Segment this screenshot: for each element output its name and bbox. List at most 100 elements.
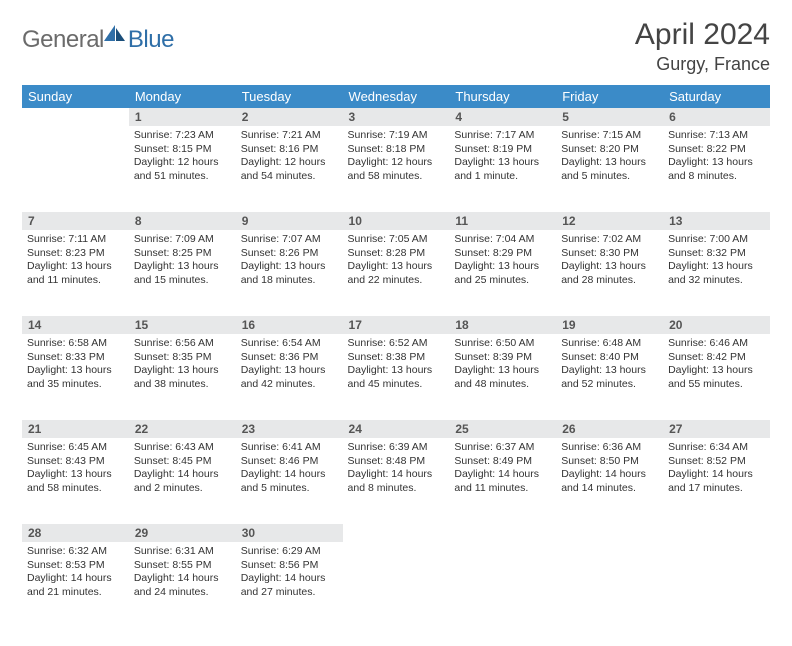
- day-number-cell: 23: [236, 420, 343, 438]
- day-details: Sunrise: 6:50 AMSunset: 8:39 PMDaylight:…: [449, 334, 556, 396]
- sunset-text: Sunset: 8:53 PM: [27, 559, 124, 573]
- empty-cell: [22, 126, 129, 212]
- day-details: Sunrise: 6:54 AMSunset: 8:36 PMDaylight:…: [236, 334, 343, 396]
- daylight-text: Daylight: 13 hours and 48 minutes.: [454, 364, 551, 391]
- day-number-cell: 13: [663, 212, 770, 230]
- day-number-cell: 20: [663, 316, 770, 334]
- day-cell: Sunrise: 6:37 AMSunset: 8:49 PMDaylight:…: [449, 438, 556, 524]
- daylight-text: Daylight: 13 hours and 1 minute.: [454, 156, 551, 183]
- day-details: Sunrise: 6:48 AMSunset: 8:40 PMDaylight:…: [556, 334, 663, 396]
- day-cell: Sunrise: 6:34 AMSunset: 8:52 PMDaylight:…: [663, 438, 770, 524]
- day-details: Sunrise: 7:17 AMSunset: 8:19 PMDaylight:…: [449, 126, 556, 188]
- day-number: 20: [663, 316, 770, 334]
- day-number-cell: 12: [556, 212, 663, 230]
- sunset-text: Sunset: 8:26 PM: [241, 247, 338, 261]
- day-number-cell: 7: [22, 212, 129, 230]
- sunrise-text: Sunrise: 7:09 AM: [134, 233, 231, 247]
- empty-cell: [449, 524, 556, 542]
- calendar-page: General Blue April 2024 Gurgy, France Su…: [0, 0, 792, 646]
- day-cell: Sunrise: 6:56 AMSunset: 8:35 PMDaylight:…: [129, 334, 236, 420]
- empty-cell: [663, 542, 770, 628]
- day-number: 25: [449, 420, 556, 438]
- day-details: Sunrise: 6:41 AMSunset: 8:46 PMDaylight:…: [236, 438, 343, 500]
- sunrise-text: Sunrise: 6:52 AM: [348, 337, 445, 351]
- day-cell: Sunrise: 7:13 AMSunset: 8:22 PMDaylight:…: [663, 126, 770, 212]
- day-details: Sunrise: 6:32 AMSunset: 8:53 PMDaylight:…: [22, 542, 129, 604]
- empty-cell: [22, 108, 129, 126]
- day-number: 13: [663, 212, 770, 230]
- day-cell: Sunrise: 7:15 AMSunset: 8:20 PMDaylight:…: [556, 126, 663, 212]
- day-number-cell: 16: [236, 316, 343, 334]
- sunrise-text: Sunrise: 6:32 AM: [27, 545, 124, 559]
- sunrise-text: Sunrise: 6:39 AM: [348, 441, 445, 455]
- day-details: Sunrise: 7:11 AMSunset: 8:23 PMDaylight:…: [22, 230, 129, 292]
- day-number-cell: 24: [343, 420, 450, 438]
- sunrise-text: Sunrise: 6:50 AM: [454, 337, 551, 351]
- sunset-text: Sunset: 8:19 PM: [454, 143, 551, 157]
- day-number: 29: [129, 524, 236, 542]
- day-details: Sunrise: 6:46 AMSunset: 8:42 PMDaylight:…: [663, 334, 770, 396]
- day-number-cell: 8: [129, 212, 236, 230]
- empty-cell: [663, 524, 770, 542]
- empty-cell: [556, 524, 663, 542]
- day-number-cell: 10: [343, 212, 450, 230]
- sunset-text: Sunset: 8:29 PM: [454, 247, 551, 261]
- daylight-text: Daylight: 13 hours and 42 minutes.: [241, 364, 338, 391]
- sunset-text: Sunset: 8:46 PM: [241, 455, 338, 469]
- day-number: 1: [129, 108, 236, 126]
- day-number-cell: 3: [343, 108, 450, 126]
- daylight-text: Daylight: 12 hours and 58 minutes.: [348, 156, 445, 183]
- sunset-text: Sunset: 8:18 PM: [348, 143, 445, 157]
- title-block: April 2024 Gurgy, France: [635, 18, 770, 75]
- sunset-text: Sunset: 8:42 PM: [668, 351, 765, 365]
- sunset-text: Sunset: 8:39 PM: [454, 351, 551, 365]
- daylight-text: Daylight: 13 hours and 22 minutes.: [348, 260, 445, 287]
- day-details: Sunrise: 6:45 AMSunset: 8:43 PMDaylight:…: [22, 438, 129, 500]
- sunset-text: Sunset: 8:25 PM: [134, 247, 231, 261]
- sunrise-text: Sunrise: 6:36 AM: [561, 441, 658, 455]
- sunrise-text: Sunrise: 7:02 AM: [561, 233, 658, 247]
- day-number-cell: 19: [556, 316, 663, 334]
- day-number-cell: 18: [449, 316, 556, 334]
- day-details: Sunrise: 7:00 AMSunset: 8:32 PMDaylight:…: [663, 230, 770, 292]
- daylight-text: Daylight: 14 hours and 11 minutes.: [454, 468, 551, 495]
- sunrise-text: Sunrise: 6:56 AM: [134, 337, 231, 351]
- sunset-text: Sunset: 8:40 PM: [561, 351, 658, 365]
- daylight-text: Daylight: 14 hours and 2 minutes.: [134, 468, 231, 495]
- day-number: 8: [129, 212, 236, 230]
- day-details: Sunrise: 6:34 AMSunset: 8:52 PMDaylight:…: [663, 438, 770, 500]
- daylight-text: Daylight: 14 hours and 24 minutes.: [134, 572, 231, 599]
- day-number: 21: [22, 420, 129, 438]
- sunset-text: Sunset: 8:22 PM: [668, 143, 765, 157]
- day-cell: Sunrise: 6:29 AMSunset: 8:56 PMDaylight:…: [236, 542, 343, 628]
- day-number-cell: 14: [22, 316, 129, 334]
- sunrise-text: Sunrise: 7:23 AM: [134, 129, 231, 143]
- sunrise-text: Sunrise: 6:45 AM: [27, 441, 124, 455]
- daylight-text: Daylight: 13 hours and 8 minutes.: [668, 156, 765, 183]
- day-details: Sunrise: 6:56 AMSunset: 8:35 PMDaylight:…: [129, 334, 236, 396]
- daylight-text: Daylight: 13 hours and 38 minutes.: [134, 364, 231, 391]
- daylight-text: Daylight: 14 hours and 21 minutes.: [27, 572, 124, 599]
- sunrise-text: Sunrise: 7:07 AM: [241, 233, 338, 247]
- day-details: Sunrise: 7:13 AMSunset: 8:22 PMDaylight:…: [663, 126, 770, 188]
- day-details: Sunrise: 6:29 AMSunset: 8:56 PMDaylight:…: [236, 542, 343, 604]
- logo-text-blue: Blue: [128, 26, 174, 54]
- day-details: Sunrise: 7:02 AMSunset: 8:30 PMDaylight:…: [556, 230, 663, 292]
- day-number: 27: [663, 420, 770, 438]
- day-number: 28: [22, 524, 129, 542]
- day-cell: Sunrise: 6:52 AMSunset: 8:38 PMDaylight:…: [343, 334, 450, 420]
- day-details: Sunrise: 6:43 AMSunset: 8:45 PMDaylight:…: [129, 438, 236, 500]
- daylight-text: Daylight: 14 hours and 27 minutes.: [241, 572, 338, 599]
- day-cell: Sunrise: 7:09 AMSunset: 8:25 PMDaylight:…: [129, 230, 236, 316]
- sunset-text: Sunset: 8:36 PM: [241, 351, 338, 365]
- day-details: Sunrise: 6:58 AMSunset: 8:33 PMDaylight:…: [22, 334, 129, 396]
- sunset-text: Sunset: 8:23 PM: [27, 247, 124, 261]
- day-number: 2: [236, 108, 343, 126]
- day-details: Sunrise: 6:31 AMSunset: 8:55 PMDaylight:…: [129, 542, 236, 604]
- daylight-text: Daylight: 13 hours and 52 minutes.: [561, 364, 658, 391]
- empty-cell: [449, 542, 556, 628]
- day-details: Sunrise: 6:39 AMSunset: 8:48 PMDaylight:…: [343, 438, 450, 500]
- weekday-header: Saturday: [663, 85, 770, 108]
- day-details: Sunrise: 7:15 AMSunset: 8:20 PMDaylight:…: [556, 126, 663, 188]
- day-number-cell: 17: [343, 316, 450, 334]
